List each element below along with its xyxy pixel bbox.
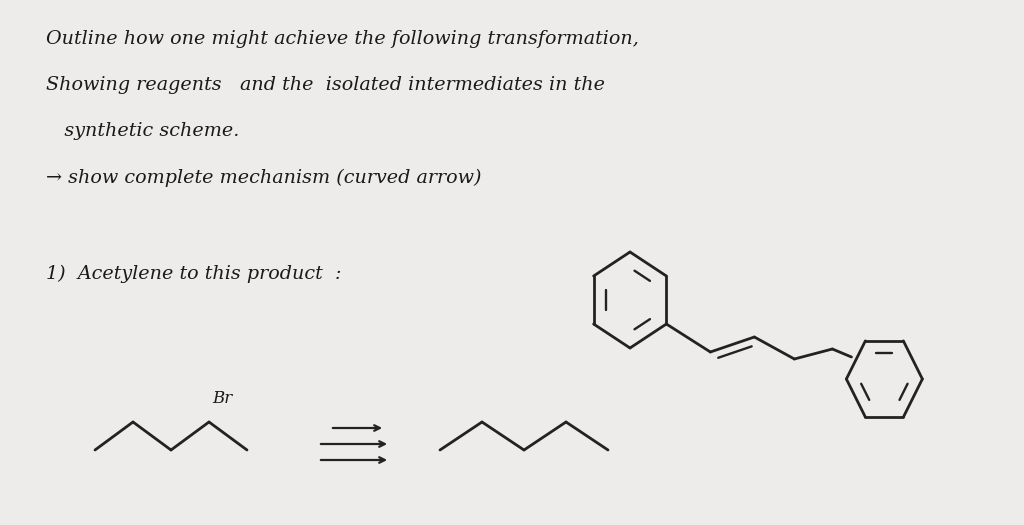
- Text: 1)  Acetylene to this product  :: 1) Acetylene to this product :: [46, 265, 342, 284]
- Text: → show complete mechanism (curved arrow): → show complete mechanism (curved arrow): [46, 169, 481, 187]
- Text: Outline how one might achieve the following transformation,: Outline how one might achieve the follow…: [46, 30, 639, 48]
- Text: Showing reagents   and the  isolated intermediates in the: Showing reagents and the isolated interm…: [46, 76, 605, 94]
- Text: synthetic scheme.: synthetic scheme.: [46, 122, 240, 140]
- Text: Br: Br: [212, 390, 232, 407]
